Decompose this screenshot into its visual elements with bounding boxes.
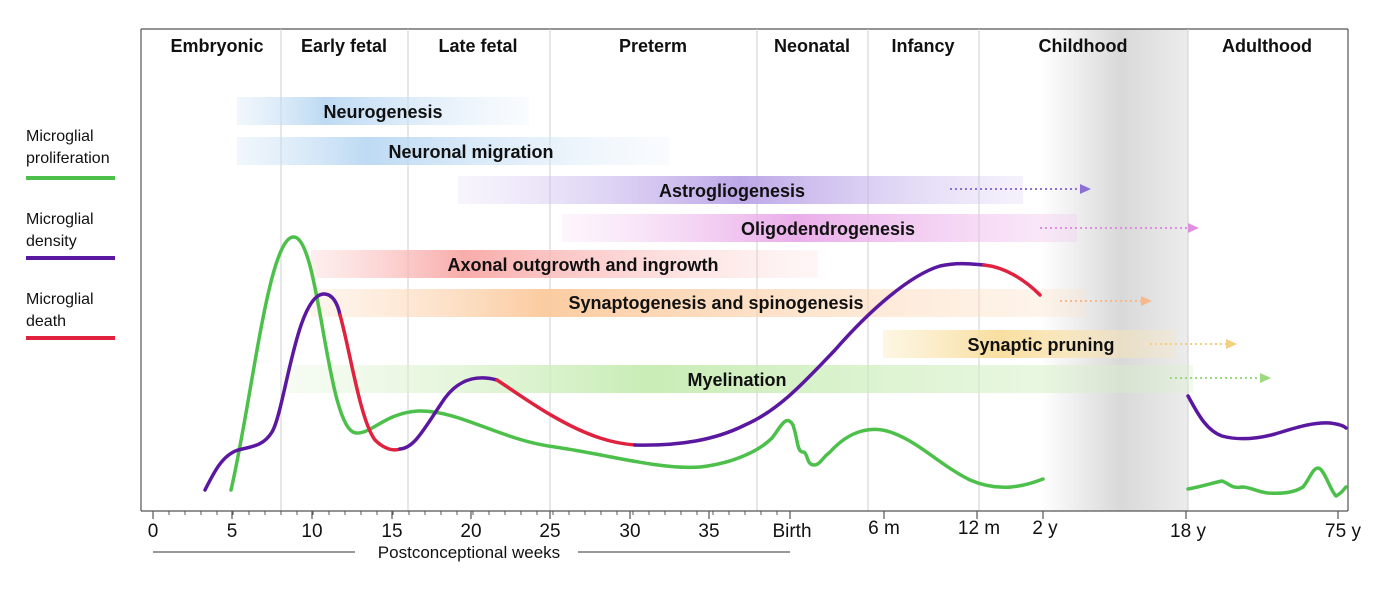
label-myelination: Myelination <box>687 370 786 390</box>
bar-oligodendrogenesis <box>562 214 1077 242</box>
plot-frame <box>140 28 1349 511</box>
arrowhead-myelination <box>1260 373 1271 383</box>
bar-synaptic-pruning <box>883 330 1175 358</box>
label-axonal-outgrowth: Axonal outgrowth and ingrowth <box>448 255 719 275</box>
microglial-curves <box>203 235 1348 498</box>
childhood-shading <box>1040 29 1188 511</box>
stage-late-fetal: Late fetal <box>438 36 517 56</box>
arrowhead-synaptogenesis <box>1141 296 1152 306</box>
tick-label-2y: 2 y <box>1032 518 1058 539</box>
stage-childhood: Childhood <box>1039 36 1128 56</box>
label-synaptic-pruning: Synaptic pruning <box>967 335 1114 355</box>
curve-proliferation-adult <box>1186 466 1348 498</box>
legend-death-line2: death <box>26 313 66 330</box>
bar-neurogenesis <box>237 97 529 125</box>
minor-ticks <box>152 511 778 515</box>
label-synaptogenesis: Synaptogenesis and spinogenesis <box>568 293 863 313</box>
tick-label-10: 10 <box>301 521 322 542</box>
curve-density-death-1 <box>338 313 402 452</box>
curve-proliferation <box>229 235 1045 492</box>
bar-neuronal-migration <box>237 137 669 165</box>
label-neuronal-migration: Neuronal migration <box>388 142 553 162</box>
curve-density-3 <box>633 261 986 447</box>
tick-label-15: 15 <box>381 521 402 542</box>
tick-label-6m: 6 m <box>868 518 900 539</box>
legend-item-proliferation: Microglial proliferation <box>26 128 115 180</box>
tick-label-birth: Birth <box>772 521 811 542</box>
legend-density-line2: density <box>26 233 77 250</box>
legend-proliferation-line2: proliferation <box>26 150 110 167</box>
tick-label-20: 20 <box>460 521 481 542</box>
process-bars <box>237 97 1271 393</box>
tick-label-75y: 75 y <box>1325 521 1361 542</box>
bar-synaptogenesis <box>311 289 1086 317</box>
stage-adulthood: Adulthood <box>1222 36 1312 56</box>
axis-title: Postconceptional weeks <box>378 543 560 562</box>
label-neurogenesis: Neurogenesis <box>323 102 442 122</box>
major-ticks <box>152 511 1339 519</box>
label-astrogliogenesis: Astrogliogenesis <box>659 181 805 201</box>
legend-death-line1: Microglial <box>26 291 94 308</box>
stage-embryonic: Embryonic <box>170 36 263 56</box>
curve-density-adult <box>1186 394 1348 441</box>
stage-neonatal: Neonatal <box>774 36 850 56</box>
legend-density-line1: Microglial <box>26 211 94 228</box>
legend-proliferation-line1: Microglial <box>26 128 94 145</box>
tick-label-5: 5 <box>227 521 238 542</box>
arrowhead-synaptic-pruning <box>1226 339 1237 349</box>
legend-item-death: Microglial death <box>26 291 115 340</box>
label-oligodendrogenesis: Oligodendrogenesis <box>741 219 915 239</box>
legend: Microglial proliferation Microglial dens… <box>26 128 115 340</box>
bar-axonal-outgrowth <box>311 250 818 278</box>
stage-infancy: Infancy <box>891 36 954 56</box>
tick-label-12m: 12 m <box>958 518 1000 539</box>
curve-density-2 <box>398 376 499 451</box>
curve-density-death-2 <box>495 378 637 447</box>
tick-label-0: 0 <box>148 521 159 542</box>
bar-myelination <box>283 365 1193 393</box>
legend-item-density: Microglial density <box>26 211 115 260</box>
tick-label-18y: 18 y <box>1170 521 1206 542</box>
stage-preterm: Preterm <box>619 36 687 56</box>
bar-astrogliogenesis <box>458 176 1023 204</box>
arrowhead-oligodendrogenesis <box>1188 223 1199 233</box>
process-labels: Neurogenesis Neuronal migration Astrogli… <box>323 102 1114 390</box>
curve-density-1 <box>203 292 342 492</box>
stage-early-fetal: Early fetal <box>301 36 387 56</box>
tick-label-25: 25 <box>539 521 560 542</box>
stage-labels: Embryonic Early fetal Late fetal Preterm… <box>170 36 1312 56</box>
tick-label-30: 30 <box>619 521 640 542</box>
tick-label-35: 35 <box>698 521 719 542</box>
x-axis: 0 5 10 15 20 25 30 35 Birth 6 m 12 m 2 y… <box>141 510 1361 562</box>
curve-density-death-3 <box>982 263 1042 297</box>
arrowhead-astrogliogenesis <box>1080 184 1091 194</box>
